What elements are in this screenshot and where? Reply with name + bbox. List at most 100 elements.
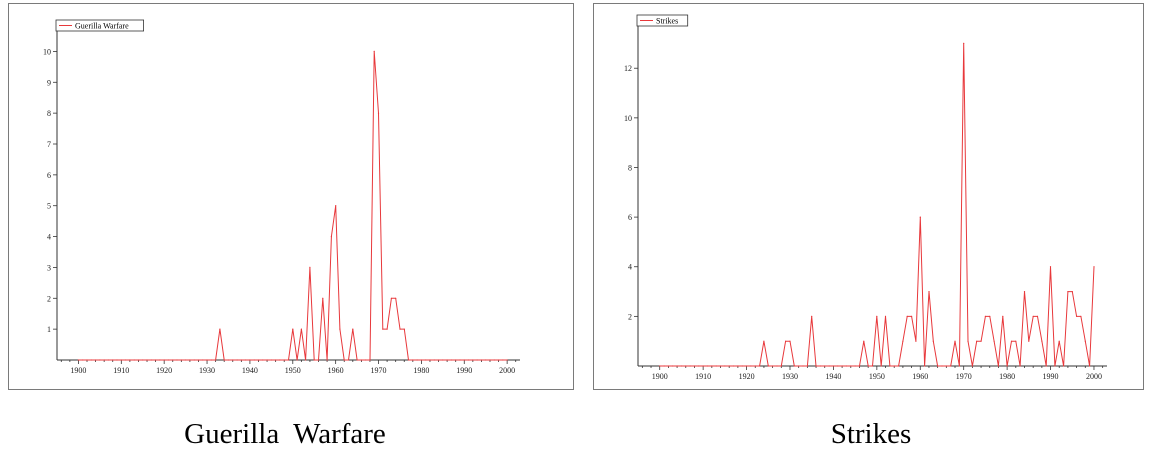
data-point — [420, 359, 422, 361]
data-point — [898, 365, 900, 367]
data-point — [236, 359, 238, 361]
data-point — [493, 359, 495, 361]
data-point — [1019, 365, 1021, 367]
data-point — [450, 359, 452, 361]
x-tick-label: 1990 — [1043, 372, 1059, 381]
y-tick-label: 8 — [47, 109, 51, 118]
data-point — [442, 359, 444, 361]
data-point — [377, 112, 380, 114]
data-point — [283, 359, 285, 361]
data-point — [480, 359, 482, 361]
data-point — [828, 365, 830, 367]
data-point — [472, 359, 474, 361]
data-point — [958, 365, 960, 367]
data-point — [724, 365, 726, 367]
data-point — [502, 359, 504, 361]
y-tick-label: 4 — [628, 263, 632, 272]
data-point — [967, 340, 969, 342]
data-point — [806, 365, 808, 367]
data-point — [498, 359, 500, 361]
data-point — [850, 365, 852, 367]
data-point — [1093, 266, 1095, 268]
data-point — [759, 365, 761, 367]
y-tick-label: 2 — [628, 312, 632, 321]
data-point — [728, 365, 730, 367]
data-point — [863, 340, 865, 342]
data-point — [167, 359, 170, 361]
data-point — [871, 365, 874, 367]
x-tick-label: 1940 — [825, 372, 841, 381]
guerilla-warfare-chart: 1900 1910 1920 1930 1940 1950 1960 1970 1980 1990… — [43, 19, 520, 375]
data-point — [945, 365, 947, 367]
data-point — [689, 365, 691, 367]
data-point — [928, 291, 930, 293]
data-point — [425, 359, 427, 361]
data-point — [197, 359, 200, 361]
data-point — [937, 365, 939, 367]
data-point — [468, 359, 470, 361]
data-point — [1041, 340, 1043, 342]
data-point — [741, 365, 743, 367]
data-point — [99, 359, 101, 361]
y-tick-label: 10 — [624, 114, 632, 123]
data-point — [446, 359, 448, 361]
data-point — [1054, 365, 1056, 367]
y-tick-label: 12 — [624, 64, 632, 73]
data-point — [685, 365, 687, 367]
data-point — [702, 365, 704, 367]
data-point — [715, 365, 717, 367]
data-point — [711, 365, 713, 367]
x-tick-label: 1970 — [956, 372, 972, 381]
data-point — [737, 365, 739, 367]
data-point — [240, 359, 242, 361]
data-point — [693, 365, 696, 367]
data-point — [185, 359, 187, 361]
data-point — [463, 359, 465, 361]
data-point — [206, 359, 208, 361]
data-point — [257, 359, 260, 361]
data-point — [347, 359, 350, 361]
data-point — [780, 365, 782, 367]
data-point — [416, 359, 418, 361]
data-point — [412, 359, 414, 361]
data-point — [95, 359, 97, 361]
data-point — [884, 315, 887, 317]
y-tick-label: 6 — [628, 213, 632, 222]
data-point — [223, 359, 225, 361]
x-tick-label: 1900 — [652, 372, 668, 381]
data-point — [150, 359, 152, 361]
data-point — [732, 365, 735, 367]
y-tick-label: 6 — [47, 171, 51, 180]
guerilla-warfare-chart-panel: 1900 1910 1920 1930 1940 1950 1960 1970 1980 1990… — [8, 3, 574, 390]
data-point — [1015, 340, 1017, 342]
y-tick-label: 8 — [628, 163, 632, 172]
data-point — [902, 340, 904, 342]
data-point — [227, 359, 230, 361]
data-point — [1010, 340, 1013, 342]
data-point — [433, 359, 435, 361]
legend-box — [55, 19, 144, 32]
data-point — [309, 266, 311, 268]
data-point — [1049, 266, 1052, 268]
data-point — [1032, 315, 1034, 317]
data-point — [659, 365, 661, 367]
data-point — [932, 340, 934, 342]
data-point — [356, 359, 358, 361]
x-tick-label: 1990 — [456, 366, 472, 375]
data-point — [1002, 315, 1004, 317]
data-point — [262, 359, 264, 361]
data-point — [963, 42, 965, 45]
data-point — [719, 365, 722, 367]
x-tick-label: 1900 — [70, 366, 86, 375]
data-point — [880, 365, 882, 367]
data-point — [266, 359, 268, 361]
data-point — [180, 359, 182, 361]
data-point — [698, 365, 700, 367]
data-point — [300, 328, 302, 330]
x-tick-label: 1930 — [199, 366, 215, 375]
data-point — [976, 340, 978, 342]
y-tick-label: 9 — [47, 78, 51, 87]
data-point — [941, 365, 943, 367]
y-tick-label: 1 — [47, 325, 51, 334]
data-point — [193, 359, 195, 361]
